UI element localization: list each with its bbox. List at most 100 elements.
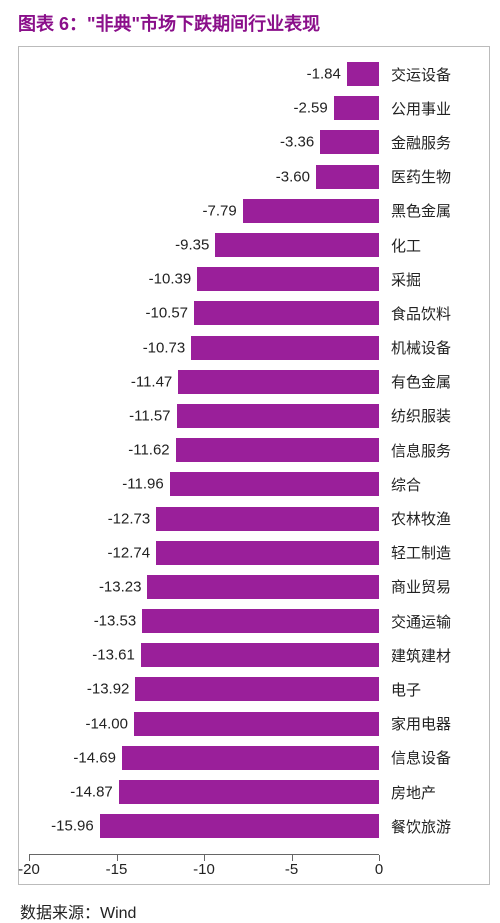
x-tick-label: -10 — [193, 861, 215, 878]
bar-value-label: -3.36 — [280, 134, 314, 151]
bar — [334, 96, 379, 120]
bar-value-label: -10.39 — [149, 271, 192, 288]
bar — [170, 472, 379, 496]
bar-row: -11.96综合 — [29, 467, 489, 501]
bar-zone: -14.87 — [29, 775, 379, 809]
bar — [141, 643, 379, 667]
category-label: 商业贸易 — [379, 576, 477, 597]
bar-zone: -11.62 — [29, 433, 379, 467]
bar-value-label: -14.00 — [85, 715, 128, 732]
bar — [178, 370, 379, 394]
bar — [156, 541, 379, 565]
bar-zone: -9.35 — [29, 228, 379, 262]
bar-value-label: -14.69 — [73, 749, 116, 766]
bar-value-label: -14.87 — [70, 784, 113, 801]
bar-value-label: -11.96 — [122, 476, 163, 493]
bar-value-label: -15.96 — [51, 818, 94, 835]
category-label: 有色金属 — [379, 371, 477, 392]
bar-zone: -11.96 — [29, 467, 379, 501]
bar-value-label: -13.23 — [99, 578, 142, 595]
bar — [135, 677, 379, 701]
category-label: 黑色金属 — [379, 200, 477, 221]
bar-row: -13.92电子 — [29, 672, 489, 706]
chart-title: 图表 6："非典"市场下跌期间行业表现 — [0, 10, 500, 42]
bar-zone: -10.39 — [29, 262, 379, 296]
bar-value-label: -11.47 — [131, 373, 172, 390]
category-label: 交运设备 — [379, 64, 477, 85]
bar — [122, 746, 379, 770]
bar — [134, 712, 379, 736]
bar-value-label: -11.57 — [129, 407, 170, 424]
category-label: 机械设备 — [379, 337, 477, 358]
bar-zone: -7.79 — [29, 194, 379, 228]
bar-value-label: -7.79 — [202, 202, 236, 219]
category-label: 交通运输 — [379, 611, 477, 632]
bar-row: -10.73机械设备 — [29, 331, 489, 365]
category-label: 采掘 — [379, 269, 477, 290]
bar-row: -10.57食品饮料 — [29, 296, 489, 330]
bar-row: -14.87 房地产 — [29, 775, 489, 809]
bar-value-label: -9.35 — [175, 237, 209, 254]
bar-value-label: -11.62 — [128, 442, 169, 459]
bar-zone: -10.73 — [29, 331, 379, 365]
bar — [316, 165, 379, 189]
chart-frame: -1.84交运设备-2.59公用事业-3.36金融服务-3.60医药生物-7.7… — [18, 46, 490, 885]
bar-value-label: -13.61 — [92, 647, 135, 664]
x-tick-label: 0 — [375, 861, 383, 878]
bar-row: -3.60 医药生物 — [29, 160, 489, 194]
x-tick-label: -20 — [18, 861, 40, 878]
bar-row: -13.23 商业贸易 — [29, 570, 489, 604]
bar-row: -15.96餐饮旅游 — [29, 809, 489, 843]
bar-value-label: -13.53 — [94, 613, 137, 630]
bar-row: -9.35 化工 — [29, 228, 489, 262]
category-label: 食品饮料 — [379, 303, 477, 324]
bar-zone: -15.96 — [29, 809, 379, 843]
bar-zone: -14.69 — [29, 741, 379, 775]
bar-value-label: -12.74 — [108, 544, 151, 561]
x-tick-label: -5 — [285, 861, 298, 878]
bar-row: -11.57 纺织服装 — [29, 399, 489, 433]
bar-value-label: -3.60 — [276, 168, 310, 185]
bar — [177, 404, 379, 428]
bar-row: -12.74轻工制造 — [29, 536, 489, 570]
chart-container: 图表 6："非典"市场下跌期间行业表现 -1.84交运设备-2.59公用事业-3… — [0, 0, 500, 917]
bar — [156, 507, 379, 531]
category-label: 房地产 — [379, 782, 477, 803]
bar — [142, 609, 379, 633]
category-label: 农林牧渔 — [379, 508, 477, 529]
bar-row: -1.84 交运设备 — [29, 57, 489, 91]
bar-row: -13.53 交通运输 — [29, 604, 489, 638]
category-label: 信息设备 — [379, 747, 477, 768]
category-label: 纺织服装 — [379, 405, 477, 426]
plot-area: -1.84交运设备-2.59公用事业-3.36金融服务-3.60医药生物-7.7… — [29, 57, 489, 843]
bar — [147, 575, 379, 599]
bar-zone: -13.92 — [29, 672, 379, 706]
bar-row: -3.36金融服务 — [29, 125, 489, 159]
category-label: 建筑建材 — [379, 645, 477, 666]
bar — [320, 130, 379, 154]
bar-row: -2.59公用事业 — [29, 91, 489, 125]
bar-zone: -2.59 — [29, 91, 379, 125]
bar-row: -7.79 黑色金属 — [29, 194, 489, 228]
bar-zone: -14.00 — [29, 707, 379, 741]
category-label: 医药生物 — [379, 166, 477, 187]
category-label: 家用电器 — [379, 713, 477, 734]
bar-zone: -3.36 — [29, 125, 379, 159]
plot-wrapper: -1.84交运设备-2.59公用事业-3.36金融服务-3.60医药生物-7.7… — [19, 57, 489, 854]
bar-row: -11.47 有色金属 — [29, 365, 489, 399]
category-label: 电子 — [379, 679, 477, 700]
bar-zone: -3.60 — [29, 160, 379, 194]
x-axis: -20-15-10-50 — [29, 854, 379, 884]
category-label: 化工 — [379, 235, 477, 256]
bar-zone: -11.47 — [29, 365, 379, 399]
category-label: 公用事业 — [379, 98, 477, 119]
bar — [197, 267, 379, 291]
bar — [243, 199, 379, 223]
bar-row: -13.61 建筑建材 — [29, 638, 489, 672]
bar-value-label: -1.84 — [307, 66, 341, 83]
bar-row: -14.69 信息设备 — [29, 741, 489, 775]
bar — [119, 780, 379, 804]
bar — [100, 814, 379, 838]
bar-zone: -13.53 — [29, 604, 379, 638]
bar-zone: -12.74 — [29, 536, 379, 570]
